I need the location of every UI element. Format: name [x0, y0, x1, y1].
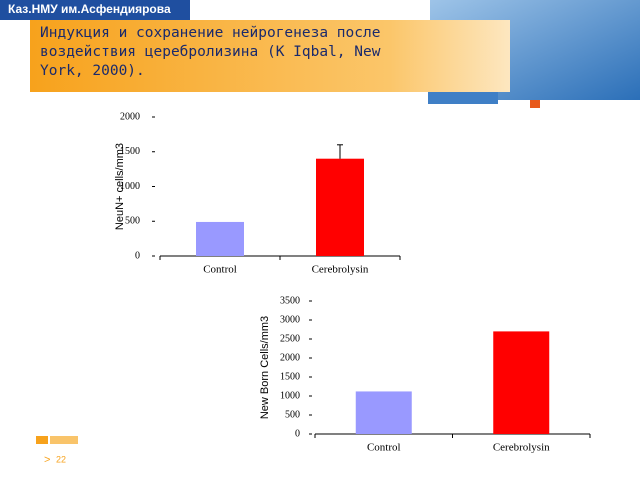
bar — [316, 158, 364, 256]
y-tick-label: 0 — [135, 250, 140, 261]
x-tick-label: Cerebrolysin — [493, 442, 550, 454]
page-number: 22 — [56, 454, 66, 464]
org-name: Каз.НМУ им.Асфендиярова — [8, 2, 171, 16]
decor — [36, 436, 48, 444]
org-box — [0, 0, 190, 20]
bar — [493, 331, 550, 434]
y-tick-label: 2000 — [280, 352, 300, 363]
y-tick-label: 1000 — [120, 181, 140, 192]
y-tick-label: 3000 — [280, 314, 300, 325]
y-tick-label: 500 — [125, 216, 140, 227]
y-tick-label: 1000 — [280, 390, 300, 401]
y-tick-label: 3500 — [280, 295, 300, 306]
decor — [428, 92, 498, 104]
title-box: Индукция и сохранение нейрогенеза после … — [40, 25, 381, 79]
bar — [355, 391, 412, 434]
bar — [196, 221, 244, 256]
y-axis-label: New Born Cells/mm3 — [259, 316, 271, 419]
y-axis-label: NeuN+ cells/mm3 — [114, 143, 126, 230]
slide-title: Индукция и сохранение нейрогенеза после … — [40, 25, 381, 79]
y-tick-label: 1500 — [280, 371, 300, 382]
header-banner — [30, 20, 510, 92]
x-tick-label: Control — [367, 442, 401, 454]
y-tick-label: 500 — [285, 409, 300, 420]
y-tick-label: 2500 — [280, 333, 300, 344]
page-arrow: > — [44, 454, 50, 466]
y-tick-label: 0 — [295, 428, 300, 439]
x-tick-label: Cerebrolysin — [312, 264, 369, 276]
decor — [50, 436, 78, 444]
y-tick-label: 1500 — [120, 146, 140, 157]
y-tick-label: 2000 — [120, 111, 140, 122]
decor — [530, 100, 540, 108]
x-tick-label: Control — [203, 264, 237, 276]
